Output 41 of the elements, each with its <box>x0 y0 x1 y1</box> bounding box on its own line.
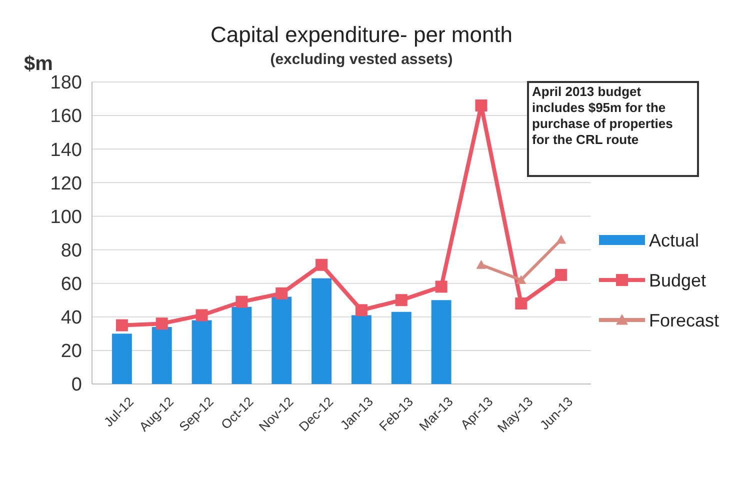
y-tick-label: 160 <box>50 106 82 128</box>
legend-label: Budget <box>649 270 706 290</box>
chart-subtitle: (excluding vested assets) <box>270 51 453 68</box>
y-tick-label: 120 <box>50 173 82 194</box>
point <box>276 287 288 300</box>
point <box>435 280 448 293</box>
point <box>516 274 526 284</box>
bar <box>431 300 452 384</box>
point <box>515 297 528 310</box>
y-tick-label: 40 <box>60 308 82 329</box>
point <box>316 258 328 271</box>
point <box>355 304 368 316</box>
y-tick-label: 140 <box>50 140 82 161</box>
point <box>475 99 488 112</box>
point <box>196 309 208 322</box>
bar <box>391 312 412 384</box>
point <box>395 294 408 306</box>
point <box>476 260 486 269</box>
point <box>156 318 168 330</box>
y-tick-label: 180 <box>50 72 82 94</box>
point <box>556 234 566 244</box>
y-tick-label: 100 <box>50 206 82 228</box>
bar <box>232 306 252 384</box>
y-tick-label: 20 <box>60 341 82 362</box>
y-tick-label: 60 <box>60 274 82 295</box>
y-axis-title: $m <box>24 53 53 75</box>
bar <box>152 326 172 384</box>
bar <box>112 334 132 384</box>
point <box>555 268 568 281</box>
point <box>116 319 128 332</box>
bar <box>312 278 332 384</box>
legend-label: Actual <box>649 230 700 250</box>
bar <box>272 296 292 384</box>
bar <box>351 315 372 384</box>
bar <box>192 320 212 384</box>
chart-title: Capital expenditure- per month <box>210 22 513 47</box>
point <box>236 296 248 308</box>
legend-label: Forecast <box>649 310 720 330</box>
annotation: April 2013 budget includes $95m for the purchase of properties for the CRL route <box>532 84 673 147</box>
y-tick-label: 0 <box>71 374 82 396</box>
y-tick-label: 80 <box>60 240 82 262</box>
